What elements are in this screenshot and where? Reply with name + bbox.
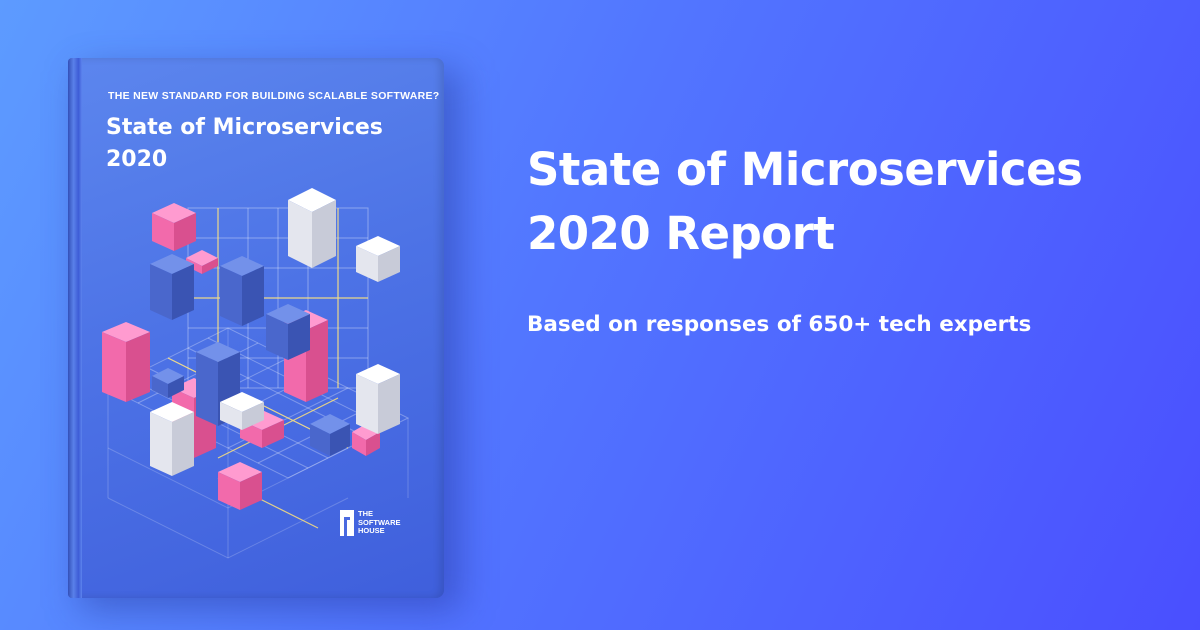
blue-cube <box>150 254 194 320</box>
headline-line: State of Microservices <box>527 143 1083 196</box>
pink-cube <box>218 462 262 510</box>
report-book-cover: THE NEW STANDARD FOR BUILDING SCALABLE S… <box>68 58 444 598</box>
white-cube <box>150 402 194 476</box>
headline-line: 2020 Report <box>527 207 835 260</box>
publisher-logo-block: THE SOFTWARE HOUSE <box>340 510 410 536</box>
book-title-line: State of Microservices <box>106 115 383 140</box>
headline: State of Microservices 2020 Report <box>527 138 1167 266</box>
white-cube <box>356 364 400 434</box>
publisher-name: THE SOFTWARE HOUSE <box>358 510 410 536</box>
white-cube <box>220 392 264 430</box>
book-title: State of Microservices 2020 <box>106 112 426 176</box>
house-logo-icon <box>340 510 354 536</box>
publisher-name-line: SOFTWARE <box>358 517 401 527</box>
book-spine <box>68 58 82 598</box>
pink-cube <box>102 322 150 402</box>
cover-illustration <box>102 188 410 559</box>
book-title-year: 2020 <box>106 147 168 172</box>
white-cube <box>356 236 400 282</box>
pink-cube <box>152 203 196 251</box>
blue-cube <box>310 414 350 456</box>
blue-cube <box>220 256 264 326</box>
publisher-name-line: HOUSE <box>358 526 385 536</box>
blue-cube <box>266 304 310 360</box>
tagline: Based on responses of 650+ tech experts <box>527 312 1032 337</box>
blue-cube <box>152 368 184 398</box>
publisher-name-line: THE <box>358 509 373 519</box>
white-cube <box>288 188 336 268</box>
book-subtitle: THE NEW STANDARD FOR BUILDING SCALABLE S… <box>108 90 440 102</box>
